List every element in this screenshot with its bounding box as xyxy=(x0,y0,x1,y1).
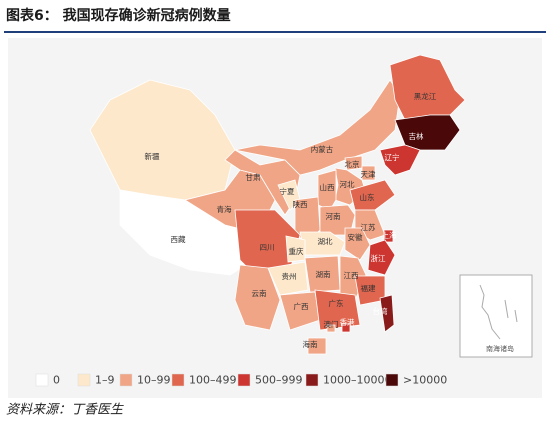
province-label: 湖北 xyxy=(318,237,333,246)
province xyxy=(349,179,396,211)
legend-swatch xyxy=(171,373,185,387)
province-label: 宁夏 xyxy=(280,186,295,196)
legend-label: 0 xyxy=(53,374,60,387)
province-label: 河北 xyxy=(340,180,355,189)
province-label: 江西 xyxy=(344,271,359,280)
inset-islands xyxy=(479,284,518,340)
province-label: 海南 xyxy=(303,339,318,349)
legend: 0 1–9 10–99 100–499 500–999 1000–10000 >10000 xyxy=(35,373,447,387)
legend-swatch xyxy=(305,373,319,387)
province xyxy=(379,144,421,176)
province-label: 山东 xyxy=(360,192,375,202)
province xyxy=(234,79,401,176)
province-label: 吉林 xyxy=(409,131,424,141)
province xyxy=(307,337,327,355)
source: 资料来源：丁香医生 xyxy=(6,403,124,418)
province-label: 新疆 xyxy=(145,151,160,161)
province-label: 内蒙古 xyxy=(311,144,334,154)
province-label: 甘肃 xyxy=(246,172,261,182)
legend-swatch xyxy=(385,373,399,387)
legend-label: 1000–10000 xyxy=(323,374,392,387)
province-label: 天津 xyxy=(361,170,376,179)
province-label: 北京 xyxy=(345,159,360,169)
province-label: 云南 xyxy=(252,288,267,298)
province-label: 上海 xyxy=(382,230,397,240)
province xyxy=(361,165,376,181)
province-label: 辽宁 xyxy=(385,152,400,162)
province-label: 福建 xyxy=(361,283,376,293)
legend-swatch xyxy=(119,373,133,387)
province-label: 台湾 xyxy=(373,306,388,316)
province xyxy=(389,54,466,121)
province xyxy=(314,289,361,331)
province xyxy=(341,323,351,333)
province xyxy=(319,204,356,236)
legend-label: >10000 xyxy=(403,374,447,387)
province-label: 香港 xyxy=(340,317,355,327)
province-label: 澳门 xyxy=(324,319,339,329)
province-label: 青海 xyxy=(217,204,232,214)
province xyxy=(383,229,394,243)
legend-label: 10–99 xyxy=(137,374,171,387)
province xyxy=(379,294,395,333)
province-label: 浙江 xyxy=(371,253,386,263)
inset-box xyxy=(459,274,533,358)
province-label: 陕西 xyxy=(293,199,308,209)
province-label: 四川 xyxy=(260,243,275,252)
legend-swatch xyxy=(35,373,49,387)
province-label: 广东 xyxy=(329,298,344,308)
province-label: 西藏 xyxy=(171,234,186,244)
title: 图表6： 我国现存确诊新冠病例数量 xyxy=(6,7,231,24)
province-label: 湖南 xyxy=(316,269,331,279)
legend-label: 1–9 xyxy=(95,374,115,387)
legend-swatch xyxy=(77,373,91,387)
province-label: 河南 xyxy=(326,211,341,221)
province-label: 江苏 xyxy=(361,222,376,232)
inset-label: 南海诸岛 xyxy=(486,344,514,353)
legend-label: 500–999 xyxy=(255,374,303,387)
legend-label: 100–499 xyxy=(189,374,237,387)
province xyxy=(267,261,309,296)
legend-swatch xyxy=(237,373,251,387)
province xyxy=(367,239,396,276)
province-label: 广西 xyxy=(294,301,309,311)
province xyxy=(326,324,336,333)
province-label: 贵州 xyxy=(282,271,297,281)
province-label: 山西 xyxy=(320,182,335,192)
province-label: 重庆 xyxy=(289,246,304,256)
province-label: 黑龙江 xyxy=(414,91,437,101)
province xyxy=(234,264,281,331)
province-label: 安徽 xyxy=(348,232,363,242)
province xyxy=(344,227,371,261)
